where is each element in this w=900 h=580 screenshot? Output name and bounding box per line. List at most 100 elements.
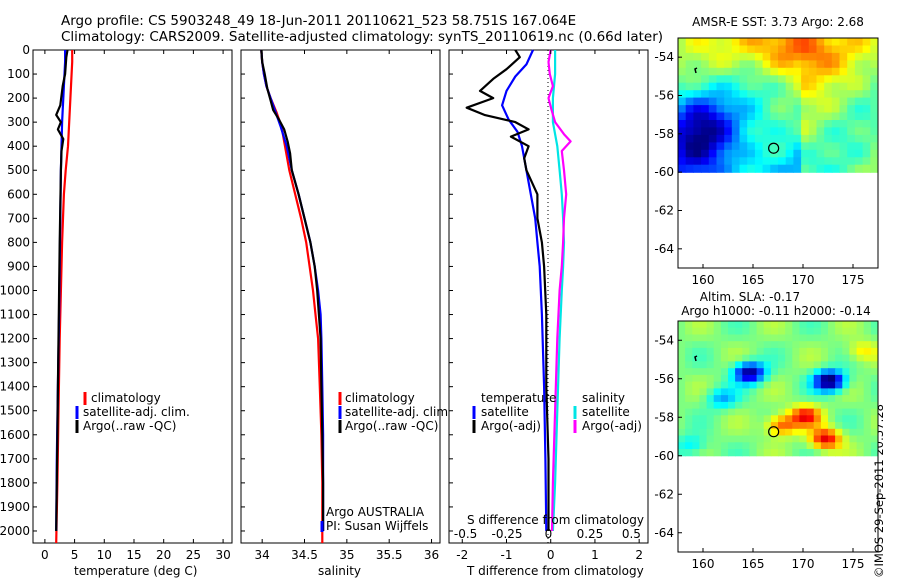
sst-cell: [685, 67, 694, 76]
sla-cell: [678, 428, 686, 437]
sla-cell: [770, 401, 779, 410]
sst-cell: [824, 82, 833, 91]
sst-cell: [824, 134, 833, 143]
sst-cell: [701, 90, 710, 99]
sst-cell: [847, 134, 856, 143]
sst-cell: [754, 112, 764, 121]
sst-cell: [824, 90, 833, 99]
sla-cell: [785, 321, 793, 329]
sst-cell: [808, 134, 818, 143]
x-tick-label: 0: [547, 548, 555, 562]
sla-cell: [813, 408, 822, 416]
sst-cell: [701, 67, 710, 76]
sla-cell: [849, 327, 858, 335]
sla-cell: [813, 321, 822, 329]
map-y-tick-label: -54: [654, 333, 674, 347]
sst-cell: [839, 97, 848, 106]
sla-cell: [678, 341, 686, 349]
sla-cell: [735, 415, 743, 423]
sst-cell: [824, 45, 833, 54]
sla-cell: [863, 401, 872, 410]
sst-cell: [785, 142, 794, 151]
sla-cell: [692, 341, 700, 349]
sla-cell: [806, 334, 815, 342]
sst-cell: [724, 38, 733, 47]
sst-cell: [793, 75, 802, 84]
y-tick-label: 1300: [0, 356, 30, 370]
sst-cell: [685, 157, 694, 166]
sst-cell: [808, 149, 818, 158]
sla-cell: [856, 361, 865, 369]
sst-cell: [831, 52, 841, 61]
sst-cell: [762, 97, 771, 106]
sst-cell: [816, 97, 825, 106]
sst-cell: [831, 112, 841, 121]
sla-cell: [828, 401, 836, 410]
legend-satellite-label: satellite-adj. clim.: [345, 405, 452, 419]
sst-cell: [693, 105, 702, 114]
sla-cell: [692, 361, 700, 369]
sst-cell: [754, 142, 764, 151]
sst-cell: [762, 45, 771, 54]
salinity-legend: climatology satellite-adj. clim. Argo(..…: [338, 391, 452, 433]
sst-cell: [854, 97, 864, 106]
sla-cell: [735, 428, 743, 437]
sst-cell: [778, 97, 787, 106]
sst-cell: [785, 75, 794, 84]
sla-cell: [770, 374, 779, 383]
sst-cell: [778, 112, 787, 121]
sst-cell: [678, 134, 687, 143]
sst-cell: [824, 75, 833, 84]
sla-cell: [792, 341, 800, 349]
sla-cell: [720, 327, 729, 335]
sst-cell: [778, 82, 787, 91]
sla-cell: [778, 395, 786, 403]
sla-cell: [835, 368, 843, 376]
sla-cell: [870, 341, 878, 349]
sst-cell: [693, 82, 702, 91]
sst-cell: [793, 127, 802, 136]
sst-cell: [824, 149, 833, 158]
sst-cell: [839, 164, 848, 173]
sst-cell: [747, 149, 756, 158]
sst-cell: [762, 75, 771, 84]
sst-cell: [701, 127, 710, 136]
sla-cell: [713, 347, 722, 356]
sla-cell: [706, 327, 715, 335]
map-y-tick-label: -56: [654, 372, 674, 386]
sst-cell: [862, 60, 871, 69]
sst-cell: [685, 149, 694, 158]
sla-cell: [842, 428, 850, 437]
figure-subtitle: Climatology: CARS2009. Satellite-adjuste…: [61, 29, 664, 45]
sla-cell: [799, 422, 808, 430]
sst-cell: [716, 45, 725, 54]
sla-cell: [842, 321, 850, 329]
sla-cell: [735, 347, 743, 356]
sla-cell: [770, 361, 779, 369]
sla-cell: [699, 422, 708, 430]
land-mark: [694, 355, 698, 362]
sla-cell: [756, 354, 765, 362]
y-tick-label: 400: [7, 139, 30, 153]
sla-cell: [842, 415, 850, 423]
sla-cell: [863, 354, 872, 362]
x-tick-label: 20: [156, 548, 171, 562]
sla-cell: [699, 408, 708, 416]
sst-cell: [678, 157, 687, 166]
sla-cell: [749, 327, 758, 335]
sst-cell: [739, 60, 748, 69]
sla-cell: [820, 321, 829, 329]
sst-cell: [770, 112, 779, 121]
sst-cell: [685, 38, 694, 47]
legend-salinity-heading: salinity: [582, 391, 625, 405]
sst-cell: [870, 120, 878, 129]
sst-cell: [716, 38, 725, 47]
sla-cell: [863, 442, 872, 450]
sla-cell: [785, 354, 793, 362]
sla-cell: [856, 442, 865, 450]
sla-cell: [870, 449, 878, 457]
sla-cell: [742, 334, 750, 342]
sst-cell: [831, 142, 841, 151]
x-tick-label: 0: [41, 548, 49, 562]
x-tick-label: -1: [501, 548, 513, 562]
